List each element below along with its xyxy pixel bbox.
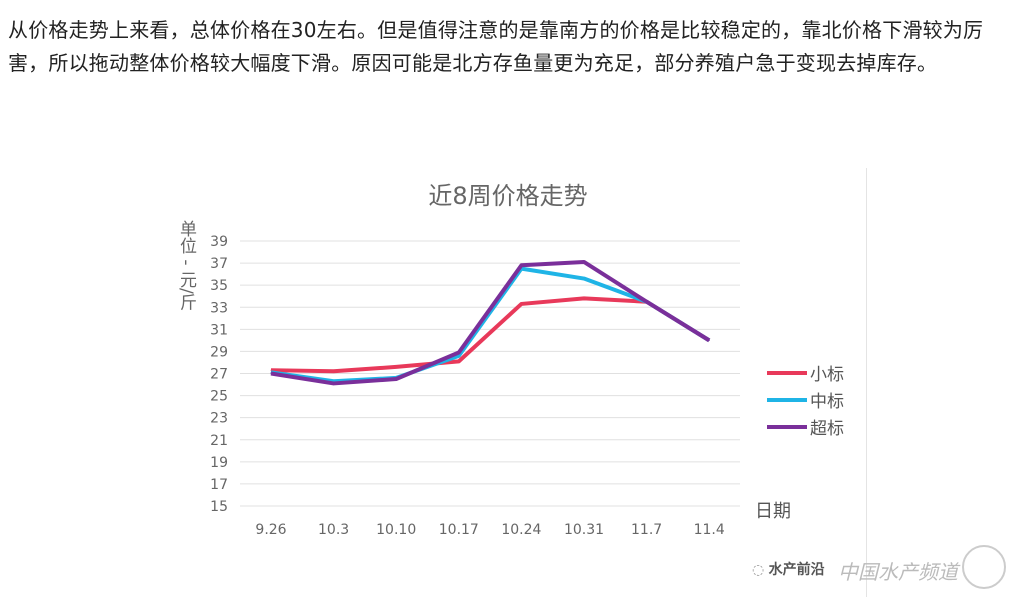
x-tick-label: 11.4 bbox=[694, 522, 725, 538]
watermark-account: ◌ 水产前沿 bbox=[752, 559, 825, 579]
data-point bbox=[520, 264, 522, 266]
article-paragraph: 从价格走势上来看，总体价格在30左右。但是值得注意的是靠南方的价格是比较稳定的，… bbox=[8, 18, 984, 75]
x-tick-label: 10.3 bbox=[318, 522, 349, 538]
x-tick-label: 10.17 bbox=[439, 522, 479, 538]
y-tick-label: 27 bbox=[210, 367, 228, 383]
data-point bbox=[583, 297, 585, 299]
x-tick-label: 10.10 bbox=[376, 522, 416, 538]
data-point bbox=[458, 352, 460, 354]
y-tick-label: 33 bbox=[210, 300, 228, 316]
data-point bbox=[395, 366, 397, 368]
x-tick-label: 10.24 bbox=[501, 522, 541, 538]
data-point bbox=[458, 360, 460, 362]
y-tick-label: 35 bbox=[210, 278, 228, 294]
chart-title: 近8周价格走势 bbox=[428, 182, 587, 210]
x-tick-label: 11.7 bbox=[631, 522, 662, 538]
data-point bbox=[333, 382, 335, 384]
data-point bbox=[583, 278, 585, 280]
y-tick-label: 17 bbox=[210, 477, 228, 493]
legend-label: 中标 bbox=[810, 392, 844, 412]
x-tick-label: 10.31 bbox=[564, 522, 604, 538]
legend-label: 超标 bbox=[810, 419, 844, 439]
data-point bbox=[395, 378, 397, 380]
y-tick-label: 23 bbox=[210, 411, 228, 427]
series-line-小标 bbox=[270, 296, 711, 374]
y-tick-label: 39 bbox=[210, 234, 228, 250]
data-point bbox=[333, 370, 335, 372]
data-point bbox=[270, 373, 272, 374]
watermark-account-name: 水产前沿 bbox=[768, 562, 825, 578]
y-tick-label: 25 bbox=[210, 389, 228, 405]
x-tick-label: 9.26 bbox=[255, 522, 286, 538]
chart-image: 近8周价格走势单位 - 元/斤 39 37 35 33 31 29 27 25 23 21 19 17 1… bbox=[155, 168, 867, 597]
y-tick-label: 31 bbox=[210, 322, 228, 338]
y-tick-label: 15 bbox=[210, 499, 228, 515]
y-axis-label: 单位 - 元/斤 bbox=[176, 220, 197, 311]
data-point bbox=[708, 339, 710, 341]
data-point bbox=[583, 261, 585, 263]
data-point bbox=[520, 303, 522, 305]
y-tick-label: 21 bbox=[210, 433, 228, 449]
data-point bbox=[646, 301, 648, 303]
data-point bbox=[458, 355, 460, 357]
wechat-icon: ◌ bbox=[752, 562, 765, 578]
legend-label: 小标 bbox=[810, 365, 844, 385]
globe-logo-icon bbox=[962, 545, 1006, 589]
data-point bbox=[270, 369, 272, 371]
watermark-site: 中国水产频道 bbox=[838, 560, 958, 584]
y-tick-label: 37 bbox=[210, 256, 228, 272]
x-axis-label: 日期 bbox=[755, 501, 791, 522]
y-tick-label: 29 bbox=[210, 344, 228, 360]
series-line-超标 bbox=[270, 259, 711, 386]
y-tick-label: 19 bbox=[210, 455, 228, 471]
